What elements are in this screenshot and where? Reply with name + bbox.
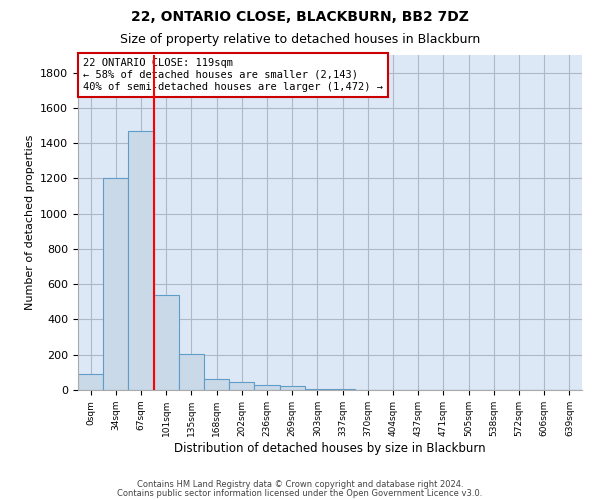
- Bar: [305, 389, 330, 390]
- Bar: [154, 295, 179, 390]
- Bar: [103, 178, 128, 390]
- Bar: [254, 384, 280, 390]
- Bar: [204, 378, 229, 390]
- X-axis label: Distribution of detached houses by size in Blackburn: Distribution of detached houses by size …: [174, 442, 486, 454]
- Bar: [179, 354, 204, 390]
- Text: Contains public sector information licensed under the Open Government Licence v3: Contains public sector information licen…: [118, 488, 482, 498]
- Bar: [78, 374, 103, 390]
- Text: 22, ONTARIO CLOSE, BLACKBURN, BB2 7DZ: 22, ONTARIO CLOSE, BLACKBURN, BB2 7DZ: [131, 10, 469, 24]
- Bar: [330, 389, 355, 390]
- Bar: [229, 382, 254, 390]
- Text: Contains HM Land Registry data © Crown copyright and database right 2024.: Contains HM Land Registry data © Crown c…: [137, 480, 463, 489]
- Bar: [128, 131, 154, 390]
- Bar: [280, 386, 305, 390]
- Text: 22 ONTARIO CLOSE: 119sqm
← 58% of detached houses are smaller (2,143)
40% of sem: 22 ONTARIO CLOSE: 119sqm ← 58% of detach…: [83, 58, 383, 92]
- Y-axis label: Number of detached properties: Number of detached properties: [25, 135, 35, 310]
- Text: Size of property relative to detached houses in Blackburn: Size of property relative to detached ho…: [120, 32, 480, 46]
